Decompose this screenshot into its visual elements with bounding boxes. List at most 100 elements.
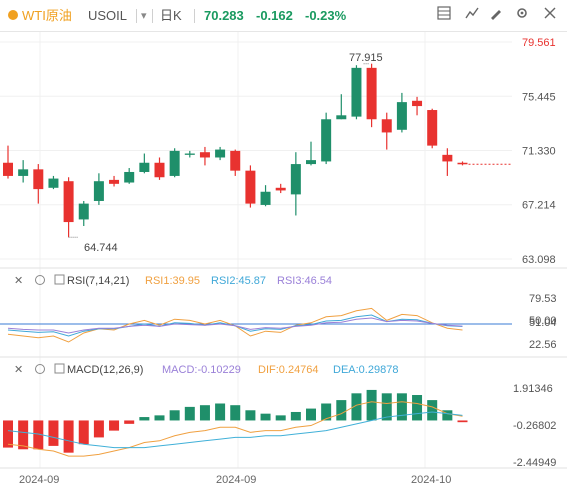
macd-bar <box>215 403 226 421</box>
macd-bar <box>457 420 468 423</box>
candle-body <box>321 119 332 162</box>
macd-bar <box>33 420 44 450</box>
rsi-series <box>0 307 512 343</box>
candle-body <box>351 67 362 117</box>
candle-body <box>290 164 301 195</box>
price-tick-label: 71.330 <box>522 145 556 157</box>
x-tick-label: 2024-10 <box>411 474 451 486</box>
macd-tick-label: -2.44949 <box>513 457 556 469</box>
candle-body <box>124 171 135 183</box>
macd-legend: ✕ MACD(12,26,9) MACD:-0.10229 DIF:0.2476… <box>14 363 398 376</box>
rsi1-value: RSI1:39.95 <box>145 275 200 287</box>
close-icon[interactable]: ✕ <box>14 275 23 287</box>
chart-toolbar: WTI原油 USOIL ▾ 日K 70.283 -0.162 -0.23% <box>0 0 567 32</box>
candle-body <box>139 162 150 172</box>
macd-bar <box>48 420 59 446</box>
candle-body <box>245 170 256 204</box>
macd-bar <box>78 420 89 445</box>
candle-body <box>33 169 44 190</box>
gear-icon[interactable] <box>35 364 45 374</box>
dea-value: DEA:0.29878 <box>333 364 398 376</box>
candle-body <box>48 178 59 188</box>
chart-grid <box>0 32 512 468</box>
macd-bar <box>245 410 256 421</box>
rsi-tick-label: 51.04 <box>529 317 557 329</box>
macd-bar <box>3 420 13 448</box>
candle-body <box>215 149 226 158</box>
macd-bar <box>275 415 286 421</box>
candle-body <box>93 181 104 201</box>
x-axis: 2024-09 2024-09 2024-10 <box>19 474 451 486</box>
macd-bar <box>396 393 407 421</box>
macd-histogram <box>3 389 468 453</box>
dea-line <box>7 411 463 449</box>
macd-bar <box>109 420 120 431</box>
price-change-percent: -0.23% <box>305 8 347 23</box>
candle-body <box>154 162 165 178</box>
candle-body <box>78 203 89 220</box>
expand-icon[interactable] <box>54 363 65 374</box>
period-selector[interactable]: 日K <box>160 8 182 23</box>
price-change: -0.162 <box>256 8 293 23</box>
gear-icon[interactable] <box>35 275 45 285</box>
macd-bar <box>18 420 29 450</box>
symbol-code[interactable]: USOIL <box>88 8 128 23</box>
macd-label: MACD(12,26,9) <box>67 364 143 376</box>
candle-body <box>18 169 29 176</box>
macd-bar <box>351 393 362 421</box>
expand-icon[interactable] <box>54 274 65 285</box>
grid-icon[interactable] <box>434 6 454 26</box>
x-tick-label: 2024-09 <box>19 474 59 486</box>
candle-body <box>109 179 120 184</box>
candle-body <box>306 160 316 165</box>
high-annotation: 77.915 <box>349 52 383 64</box>
macd-bar <box>124 420 135 424</box>
rsi-tick-label: 50.00 <box>529 315 557 327</box>
price-axis: 79.561 75.445 71.330 67.214 63.098 <box>522 37 556 266</box>
macd-bar <box>199 405 210 421</box>
candle-body <box>396 102 407 130</box>
macd-bar <box>230 405 241 421</box>
rsi3-value: RSI3:46.54 <box>277 275 332 287</box>
close-icon[interactable]: ✕ <box>14 364 23 376</box>
candle-body <box>366 67 377 120</box>
candle-body <box>3 162 13 176</box>
candle-body <box>381 119 392 133</box>
macd-bar <box>169 410 180 421</box>
macd-bar <box>154 415 165 421</box>
macd-bar <box>442 410 453 421</box>
x-tick-label: 2024-09 <box>216 474 256 486</box>
price-tick-label: 67.214 <box>522 200 556 212</box>
low-annotation: 64.744 <box>84 242 118 254</box>
divider <box>194 9 195 23</box>
macd-value: MACD:-0.10229 <box>162 364 241 376</box>
price-tick-label: 63.098 <box>522 254 556 266</box>
macd-bar <box>93 420 104 438</box>
rsi-tick-label: 79.53 <box>529 293 557 305</box>
macd-axis: 1.91346 -0.26802 -2.44949 <box>513 383 556 469</box>
macd-bar <box>412 395 423 421</box>
macd-bar <box>381 393 392 421</box>
macd-bar <box>336 400 347 421</box>
macd-bar <box>260 413 271 421</box>
divider <box>136 9 137 23</box>
candle-body <box>412 100 423 107</box>
candle-body <box>427 110 438 146</box>
kline-chart[interactable]: 79.561 75.445 71.330 67.214 63.098 77.915 64… <box>0 32 567 492</box>
layout-icon[interactable] <box>540 6 560 26</box>
indicator-icon[interactable] <box>462 6 482 26</box>
price-tick-label: 79.561 <box>522 37 556 49</box>
candle-body <box>275 187 286 191</box>
chevron-down-icon[interactable]: ▾ <box>141 10 147 22</box>
draw-icon[interactable] <box>486 6 506 26</box>
symbol-name[interactable]: WTI原油 <box>22 8 72 23</box>
macd-bar <box>139 417 150 421</box>
rsi3-line <box>7 317 463 334</box>
last-price: 70.283 <box>204 8 244 23</box>
macd-bar <box>366 389 377 421</box>
candle-body <box>457 162 468 165</box>
settings-icon[interactable] <box>512 6 532 26</box>
symbol-icon <box>8 10 18 20</box>
rsi-label: RSI(7,14,21) <box>67 275 129 287</box>
